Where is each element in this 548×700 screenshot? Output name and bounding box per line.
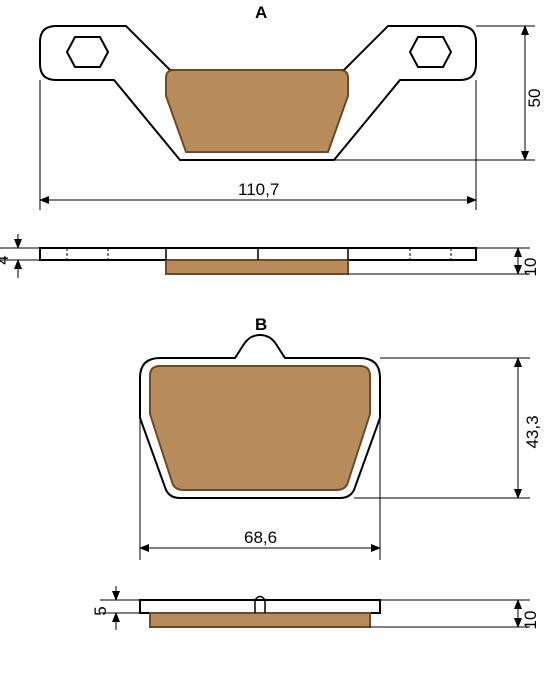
dim-b-height: 43,3 <box>523 415 542 448</box>
b-side-friction <box>150 613 370 627</box>
part-a-side <box>40 248 476 274</box>
b-side-plate <box>140 600 380 613</box>
part-b-label: B <box>255 315 267 334</box>
dim-a-pad: 4 <box>0 255 12 264</box>
dim-b-thick: 10 <box>521 611 540 630</box>
part-a-friction <box>166 70 348 152</box>
a-side-friction <box>166 260 348 274</box>
part-a-hole-right <box>410 37 451 67</box>
part-b-side <box>140 597 380 628</box>
dim-a-height: 50 <box>525 89 544 108</box>
part-a-group: A 110,7 50 <box>0 3 544 278</box>
part-a-label: A <box>255 3 267 22</box>
dim-a-thick: 10 <box>521 258 540 277</box>
part-b-friction <box>150 366 370 490</box>
dim-b-width: 68,6 <box>244 528 277 547</box>
part-b-group: B 68,6 43,3 10 5 <box>91 315 542 630</box>
part-a-hole-left <box>67 37 108 67</box>
dim-b-pad: 5 <box>91 606 110 615</box>
drawing-page: A 110,7 50 <box>0 0 548 700</box>
dim-a-width: 110,7 <box>238 180 279 199</box>
technical-drawing: A 110,7 50 <box>0 0 548 700</box>
